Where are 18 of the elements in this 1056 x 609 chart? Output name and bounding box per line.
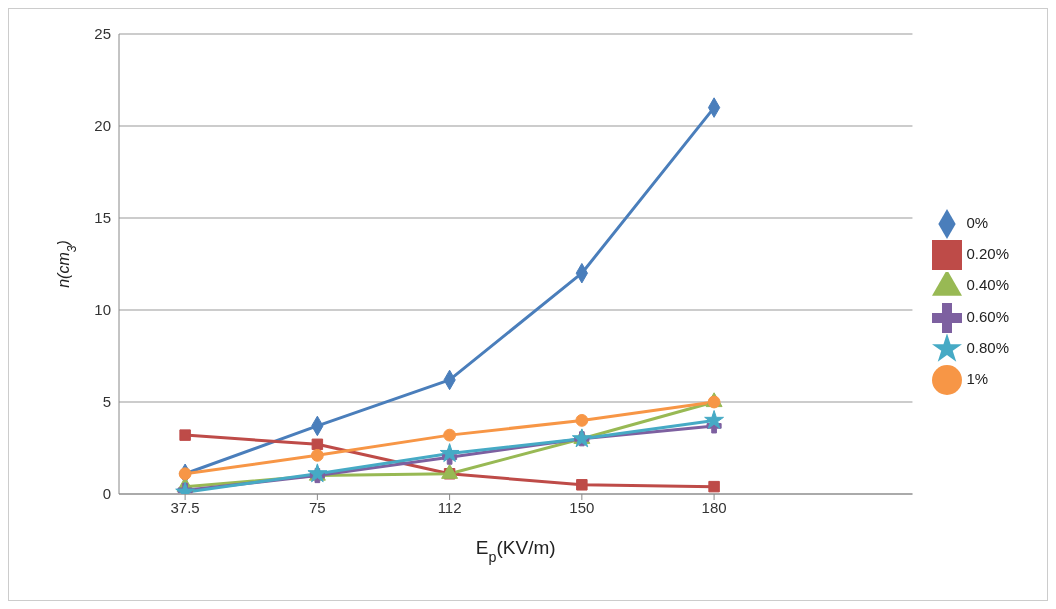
- legend-label: 0.60%: [966, 307, 1009, 325]
- x-axis-title: E$_{p}$(KV/m): [475, 537, 556, 565]
- x-tick-label: 150: [569, 498, 595, 516]
- y-tick-label: 15: [94, 209, 111, 227]
- x-tick-label: 112: [437, 498, 462, 516]
- legend-label: 0.20%: [966, 245, 1009, 263]
- y-tick-label: 10: [94, 301, 111, 319]
- legend-label: 0.40%: [966, 276, 1009, 294]
- y-tick-label: 25: [94, 25, 111, 43]
- legend-label: 0%: [966, 214, 989, 232]
- x-tick-label: 180: [701, 498, 727, 516]
- x-tick-label: 75: [309, 498, 326, 516]
- y-tick-label: 5: [102, 393, 111, 411]
- legend-label: 0.80%: [966, 338, 1009, 356]
- y-tick-label: 20: [94, 117, 111, 135]
- x-tick-label: 37.5: [170, 498, 200, 516]
- legend-label: 1%: [966, 369, 989, 387]
- y-tick-label: 0: [102, 485, 111, 503]
